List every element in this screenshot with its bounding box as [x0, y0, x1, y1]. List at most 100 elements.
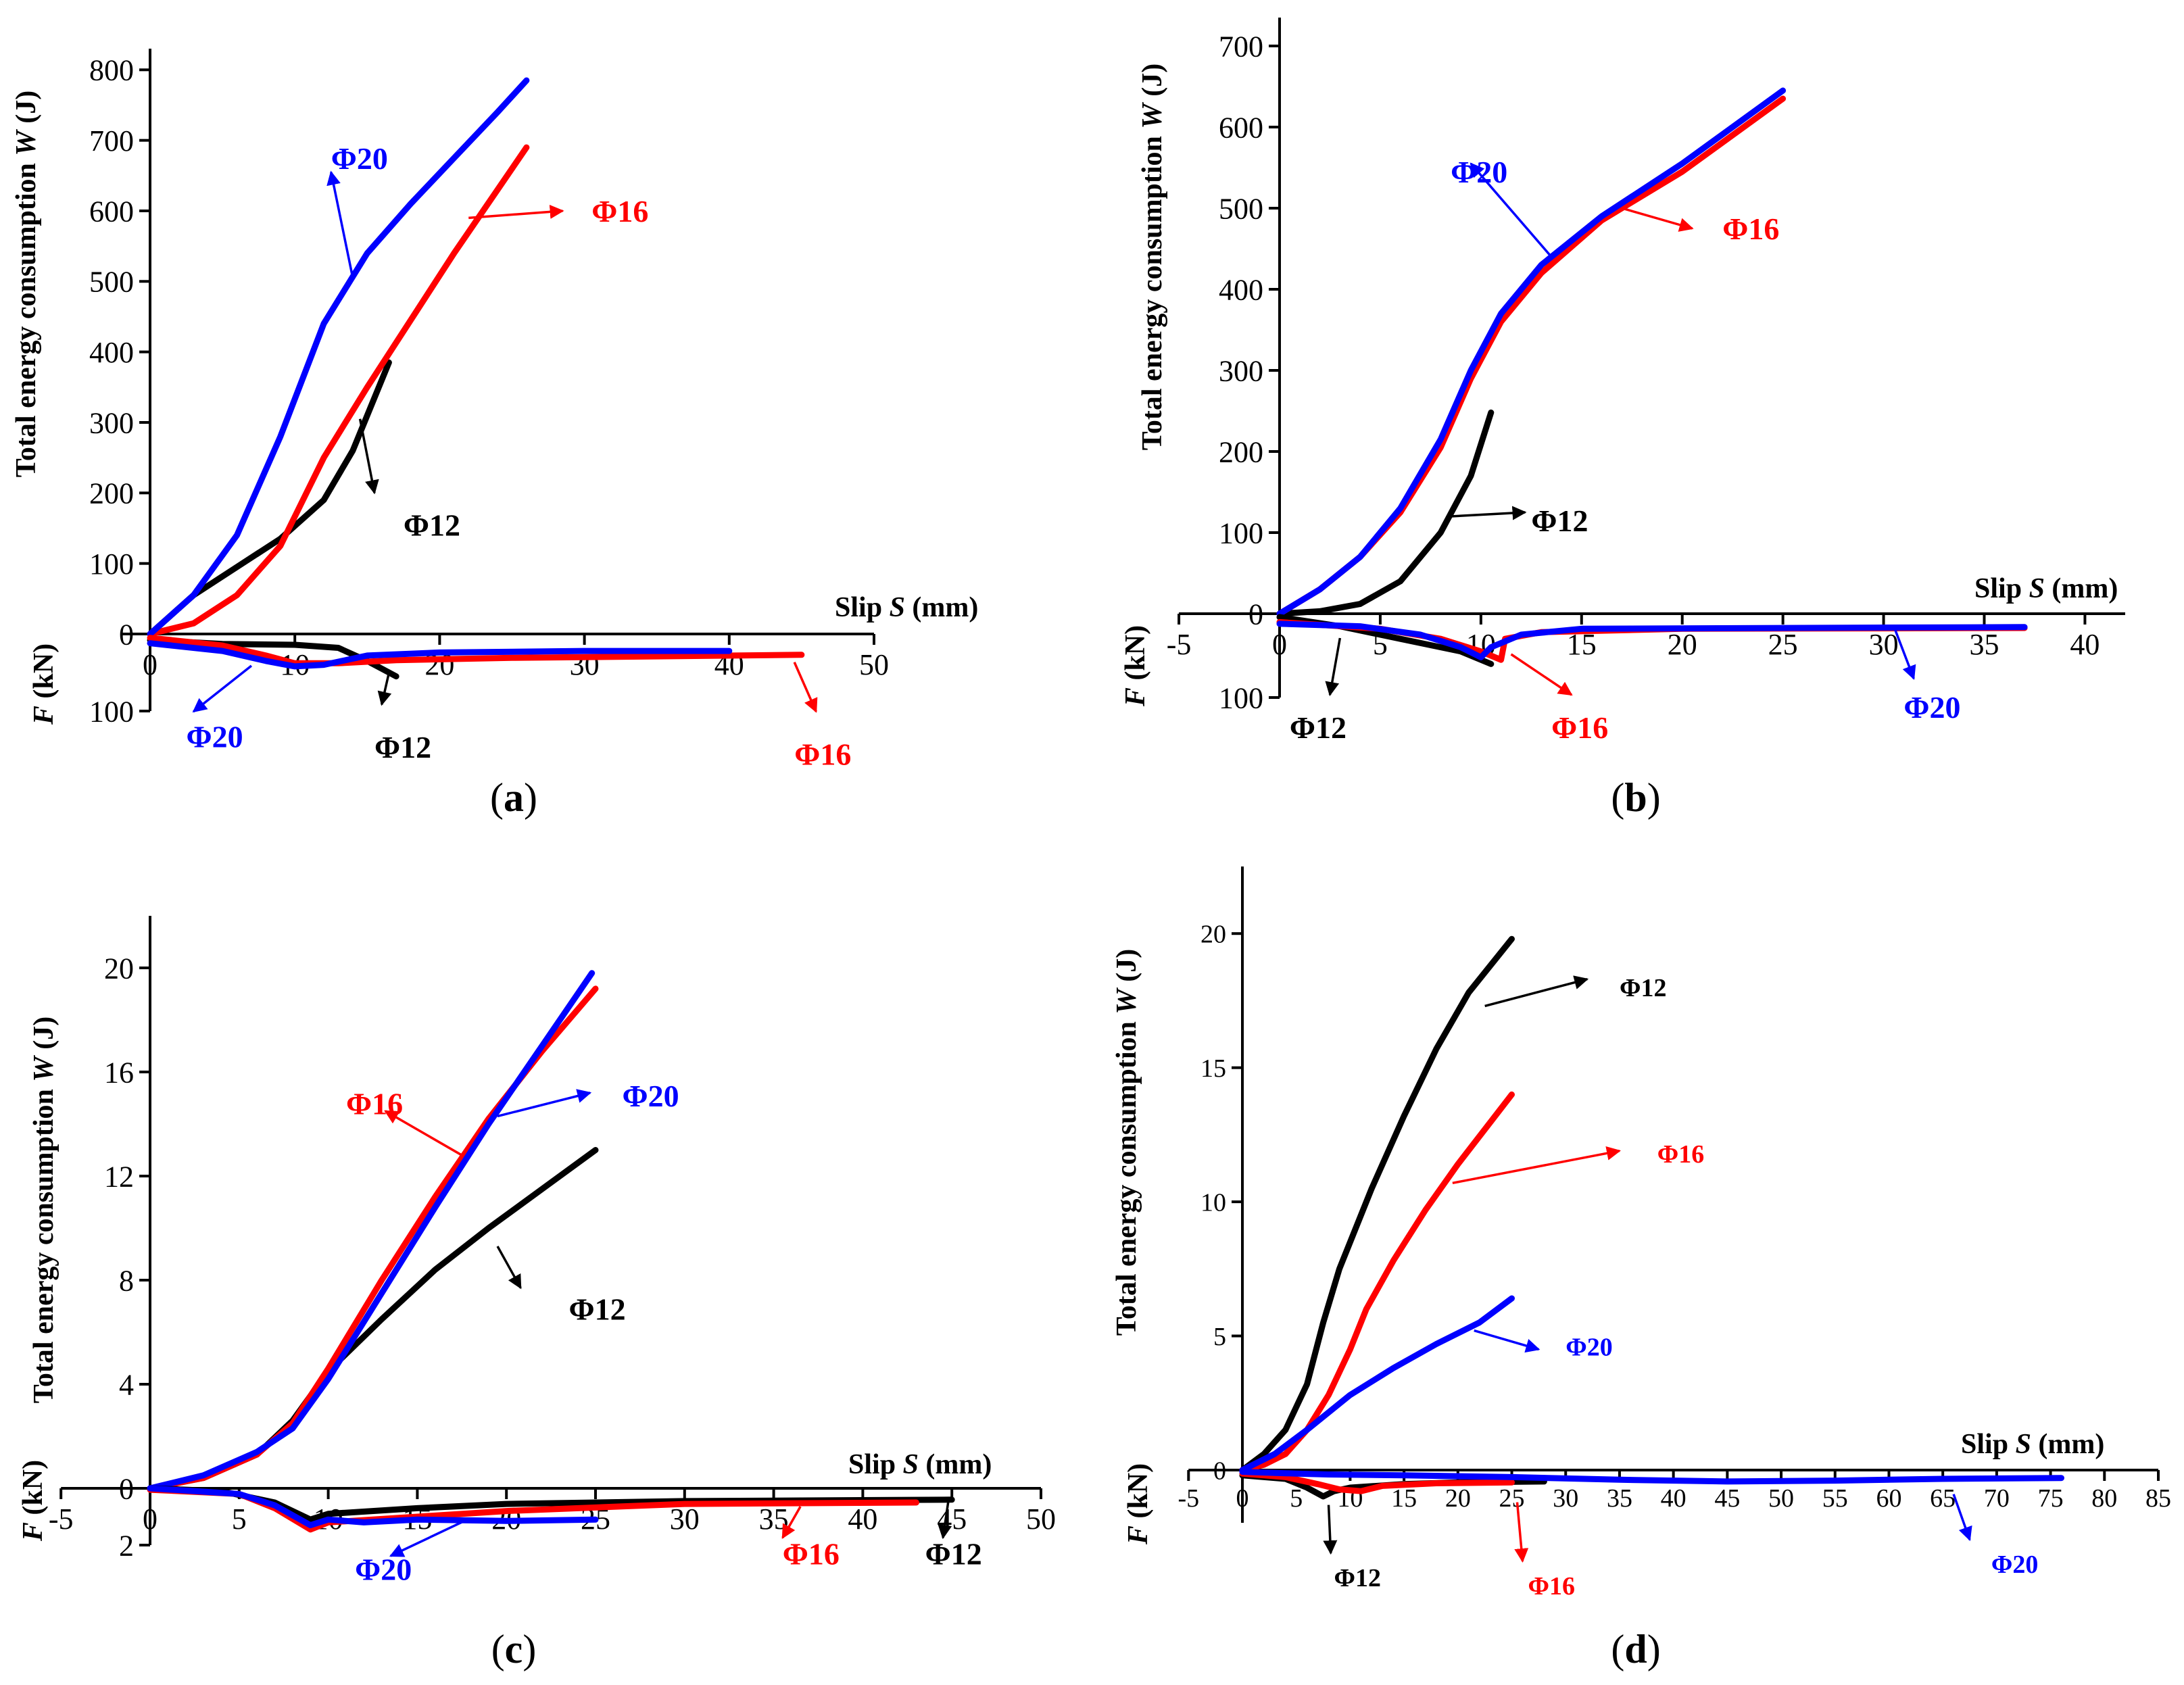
y-tick-label: 300	[1219, 354, 1263, 387]
annotation-arrow	[1621, 207, 1694, 232]
x-tick-label: 35	[1607, 1484, 1632, 1513]
f-tick-label: 100	[1219, 681, 1263, 714]
annotation-arrow	[1323, 1505, 1338, 1555]
annotation-arrow	[793, 662, 818, 713]
y-tick-label: 300	[89, 406, 134, 439]
y-tick-label: 600	[1219, 111, 1263, 144]
y-tick-label: 100	[1219, 516, 1263, 550]
x-tick-label: 40	[2070, 628, 2100, 661]
y-axis-label: Total energy consumption W (J)	[11, 91, 42, 478]
annotation-label: Φ16	[346, 1086, 403, 1121]
annotation-arrow	[1452, 1146, 1622, 1185]
x-tick-label: 30	[670, 1503, 700, 1536]
annotation-label: Φ16	[1528, 1572, 1575, 1601]
force-line-Φ20	[1239, 1469, 2064, 1485]
annotation-arrow	[497, 1089, 592, 1118]
x-tick-label: 70	[1984, 1484, 2010, 1513]
annotation-label: Φ12	[1531, 504, 1588, 538]
annotation-label: Φ16	[1551, 710, 1608, 745]
x-tick-label: 35	[1970, 628, 1999, 661]
chart-panel-1: -5 0 5 10 15 20 25 30 35 400100200300400500600700…	[1120, 18, 2125, 820]
annotation-label: Φ12	[404, 508, 460, 542]
y-tick-label: 700	[1219, 30, 1263, 63]
annotation-arrow	[1474, 1329, 1540, 1353]
annotation-arrow	[1952, 1494, 1972, 1542]
x-axis-label: Slip S (mm)	[1974, 573, 2118, 604]
f-axis-label: F (kN)	[18, 1460, 49, 1542]
chart-panel-0: 0 10 20 30 40 500100200300400500600700800100T…	[11, 49, 978, 820]
y-tick-label: 400	[1219, 273, 1263, 306]
annotation-label: Φ16	[1722, 212, 1779, 246]
annotation-label: Φ20	[1991, 1550, 2039, 1579]
energy-line-Φ12	[1276, 409, 1495, 617]
annotation-label: Φ20	[187, 719, 243, 754]
y-tick-label: 0	[119, 1472, 134, 1505]
force-line-Φ20	[1276, 620, 2028, 660]
panel-label: (c)	[491, 1627, 537, 1671]
annotation-arrow	[389, 1521, 463, 1557]
annotation-label: Φ20	[1451, 155, 1507, 189]
energy-line-Φ12	[147, 1147, 599, 1492]
annotation-label: Φ12	[925, 1536, 982, 1571]
annotation-arrow	[938, 1500, 952, 1540]
annotation-arrow	[192, 664, 253, 713]
x-tick-label: 0	[143, 1503, 157, 1536]
annotation-arrow	[1470, 162, 1553, 258]
annotation-label: Φ20	[331, 141, 388, 176]
x-tick-label: 85	[2145, 1484, 2171, 1513]
x-tick-label: 0	[143, 648, 157, 681]
x-tick-label: -5	[1178, 1484, 1199, 1513]
y-tick-label: 400	[89, 336, 134, 369]
x-tick-label: 75	[2038, 1484, 2064, 1513]
energy-line-Φ20	[147, 970, 596, 1492]
f-axis-label: F (kN)	[1120, 625, 1151, 707]
annotation-arrow	[781, 1506, 802, 1539]
x-tick-label: 5	[232, 1503, 247, 1536]
annotation-label: Φ12	[1290, 710, 1346, 745]
annotation-label: Φ12	[568, 1292, 625, 1326]
annotation-arrow	[1510, 653, 1573, 696]
x-tick-label: 50	[1768, 1484, 1794, 1513]
x-tick-label: 60	[1876, 1484, 1901, 1513]
force-line-Φ20	[147, 640, 733, 670]
annotation-label: Φ12	[374, 730, 431, 764]
annotation-label: Φ16	[1657, 1140, 1705, 1169]
y-tick-label: 12	[104, 1160, 134, 1193]
y-tick-label: 10	[1200, 1188, 1226, 1217]
f-axis-label: F (kN)	[1123, 1463, 1154, 1545]
y-tick-label: 100	[89, 547, 134, 581]
energy-line-Φ12	[1239, 935, 1515, 1473]
annotation-label: Φ16	[591, 194, 648, 228]
x-tick-label: 0	[1272, 628, 1287, 661]
y-tick-label: 0	[1248, 597, 1263, 631]
y-tick-label: 700	[89, 124, 134, 157]
annotation-arrow	[1325, 637, 1342, 697]
y-tick-label: 0	[119, 618, 134, 651]
x-tick-label: 15	[1391, 1484, 1417, 1513]
y-axis-label: Total energy consumption W (J)	[1111, 949, 1142, 1336]
x-tick-label: 40	[848, 1503, 877, 1536]
x-tick-label: 40	[1661, 1484, 1686, 1513]
y-axis-label: Total energy consumption W (J)	[28, 1017, 59, 1404]
x-tick-label: 45	[1714, 1484, 1740, 1513]
annotation-label: Φ20	[1566, 1334, 1613, 1362]
annotation-label: Φ12	[1334, 1564, 1382, 1592]
y-tick-label: 200	[89, 477, 134, 510]
energy-line-Φ16	[147, 144, 530, 637]
x-tick-label: 0	[1236, 1484, 1249, 1513]
energy-line-Φ20	[147, 77, 530, 637]
force-line-Φ20	[147, 1485, 599, 1529]
f-tick-label: 100	[89, 695, 134, 728]
x-axis-label: Slip S (mm)	[848, 1449, 992, 1480]
annotation-label: Φ20	[1903, 690, 1960, 725]
f-axis-label: F (kN)	[28, 643, 59, 725]
energy-line-Φ20	[1276, 87, 1787, 617]
x-tick-label: 50	[859, 648, 889, 681]
y-tick-label: 16	[104, 1056, 134, 1089]
energy-line-Φ12	[147, 359, 392, 637]
annotation-arrow	[1484, 975, 1589, 1008]
y-tick-label: 8	[119, 1264, 134, 1297]
annotation-label: Φ20	[623, 1079, 679, 1113]
x-tick-label: 20	[1668, 628, 1697, 661]
x-tick-label: -5	[1167, 628, 1192, 661]
